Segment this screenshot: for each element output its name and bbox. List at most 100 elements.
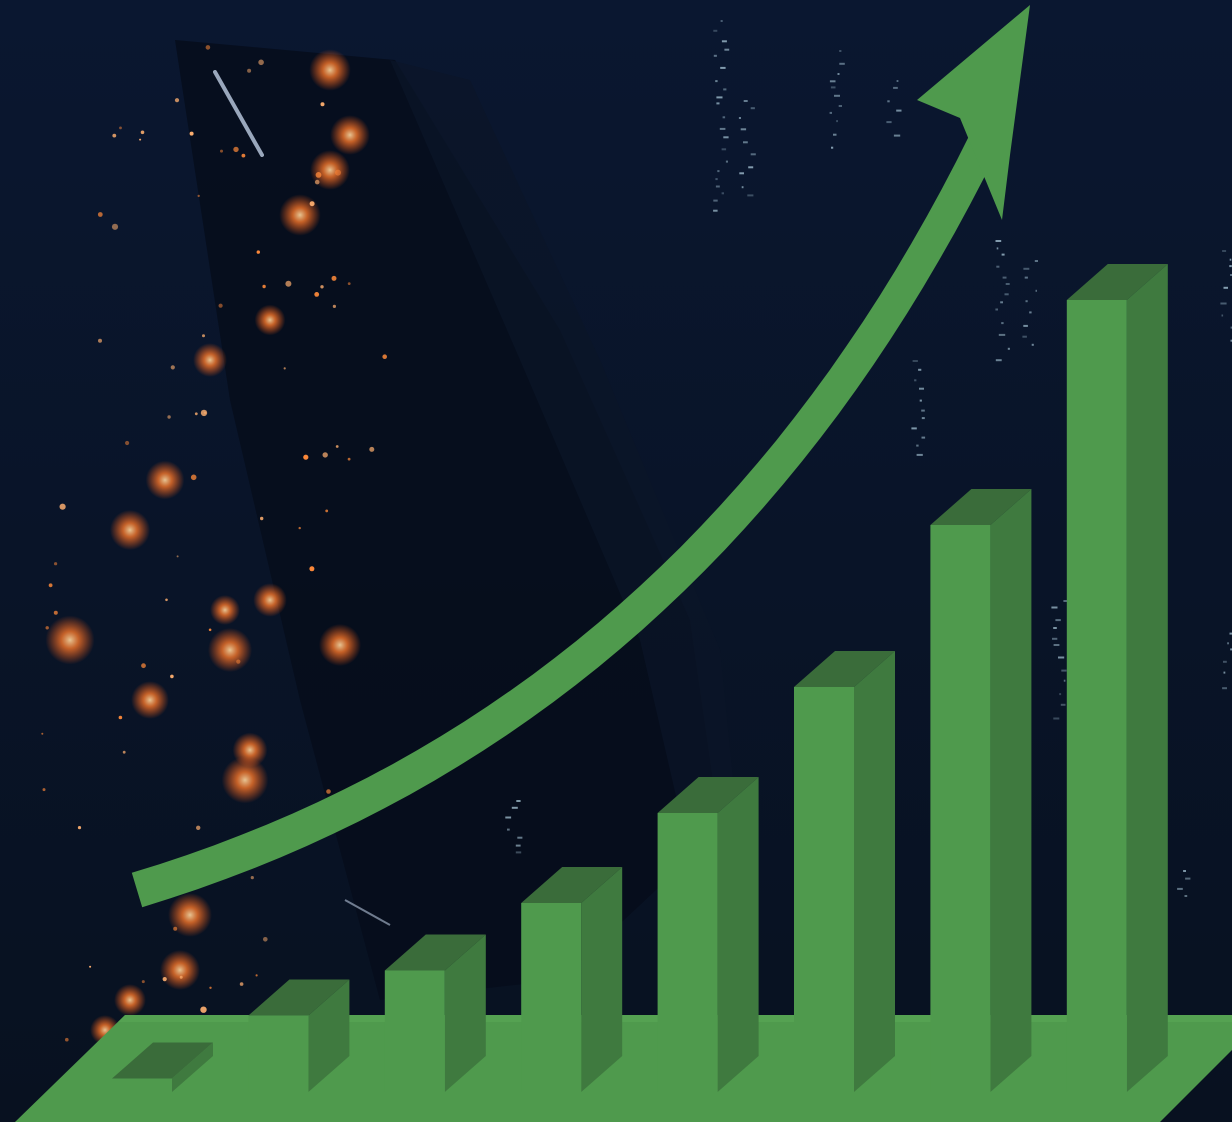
glow-particle: [283, 367, 286, 370]
bar-side-face: [854, 651, 895, 1092]
bar-top-face: [794, 651, 895, 687]
glow-spark: [207, 627, 253, 673]
glow-particle: [190, 474, 197, 481]
code-glyph: [1184, 895, 1188, 897]
glow-particle: [167, 415, 171, 419]
glow-spark: [253, 583, 287, 617]
code-glyph: [916, 453, 923, 456]
background-silhouette: [175, 40, 720, 1000]
code-glyph: [743, 141, 748, 144]
code-glyph: [1223, 286, 1228, 289]
glow-particle: [59, 503, 66, 510]
code-glyph: [893, 134, 901, 137]
code-glyph: [716, 96, 723, 99]
code-glyph: [721, 192, 724, 195]
glow-particle: [315, 172, 322, 178]
glow-particle: [54, 562, 58, 566]
bar-side-face: [581, 867, 623, 1092]
glow-particle: [111, 223, 119, 230]
code-glyph: [996, 247, 999, 250]
glow-particle: [89, 965, 92, 968]
glow-particle: [236, 659, 241, 664]
glow-particle: [189, 131, 194, 136]
glow-particle: [119, 126, 122, 130]
glow-particle: [205, 45, 211, 50]
code-glyph: [1061, 669, 1067, 672]
bar-top-face: [657, 777, 759, 813]
code-glyph: [921, 436, 926, 439]
bar-5: [657, 777, 759, 1092]
code-glyph: [1063, 679, 1066, 682]
code-glyph: [995, 240, 1002, 242]
bar-1: [112, 1042, 213, 1092]
code-glyph: [1001, 322, 1004, 325]
glow-particle: [255, 974, 258, 977]
glow-spark: [131, 681, 169, 719]
glow-spark: [210, 595, 240, 625]
code-glyph: [1229, 265, 1232, 268]
code-glyph: [719, 127, 726, 130]
code-glyph: [919, 387, 924, 390]
glow-particle: [303, 454, 309, 460]
bar-3: [384, 934, 486, 1092]
glow-particle: [141, 663, 146, 669]
code-glyph: [1053, 627, 1057, 629]
glow-particle: [196, 825, 201, 830]
code-glyph: [1230, 339, 1232, 342]
code-glyph: [1063, 600, 1070, 602]
code-glyph: [916, 444, 919, 447]
glow-particle: [250, 876, 254, 880]
glow-particle: [320, 102, 325, 107]
code-glyph: [918, 368, 922, 371]
code-glyph: [1183, 870, 1186, 872]
code-glyph: [721, 40, 727, 43]
code-glyph: [1029, 311, 1032, 314]
code-glyph: [743, 100, 748, 102]
code-glyph: [515, 844, 521, 847]
glow-particle: [241, 153, 246, 158]
glow-particle: [220, 149, 223, 153]
code-glyph: [839, 50, 842, 52]
code-glyph: [921, 409, 925, 412]
code-glyph: [1022, 335, 1027, 338]
code-glyph: [1023, 324, 1028, 327]
code-glyph: [717, 170, 720, 173]
glow-particle: [170, 365, 175, 370]
code-glyph: [1058, 656, 1065, 659]
bar-side-face: [444, 934, 486, 1092]
code-glyph: [1230, 274, 1232, 276]
code-glyph: [912, 360, 918, 362]
glow-particle: [309, 201, 315, 207]
code-glyph: [713, 29, 718, 32]
bar-side-face: [308, 979, 350, 1092]
glow-particle: [322, 452, 328, 458]
glow-particle: [335, 445, 339, 448]
code-glyph: [996, 265, 1000, 268]
bar-6: [794, 651, 895, 1092]
code-glyph: [893, 86, 898, 89]
code-glyph: [517, 836, 523, 839]
glow-particle: [285, 280, 292, 287]
code-glyph: [720, 20, 723, 22]
code-glyph: [886, 121, 892, 124]
glow-particle: [179, 975, 183, 979]
code-glyph: [716, 102, 720, 105]
code-glyph: [1177, 887, 1183, 890]
glow-spark: [330, 115, 370, 155]
glow-particle: [258, 59, 264, 66]
glow-particle: [173, 926, 178, 931]
trend-arrow-group: [131, 5, 1030, 908]
bar-top-face: [248, 979, 350, 1016]
code-glyph: [741, 186, 744, 189]
code-glyph: [715, 80, 718, 83]
glow-particle: [256, 250, 260, 254]
glow-particle: [347, 282, 351, 285]
glow-spark: [45, 615, 95, 665]
glow-spark: [279, 194, 321, 236]
glow-particle: [233, 146, 239, 153]
glow-particle: [382, 354, 388, 360]
glow-spark: [310, 150, 350, 190]
code-glyph: [995, 359, 1002, 362]
glow-particle: [41, 732, 44, 735]
glow-spark: [221, 756, 269, 804]
